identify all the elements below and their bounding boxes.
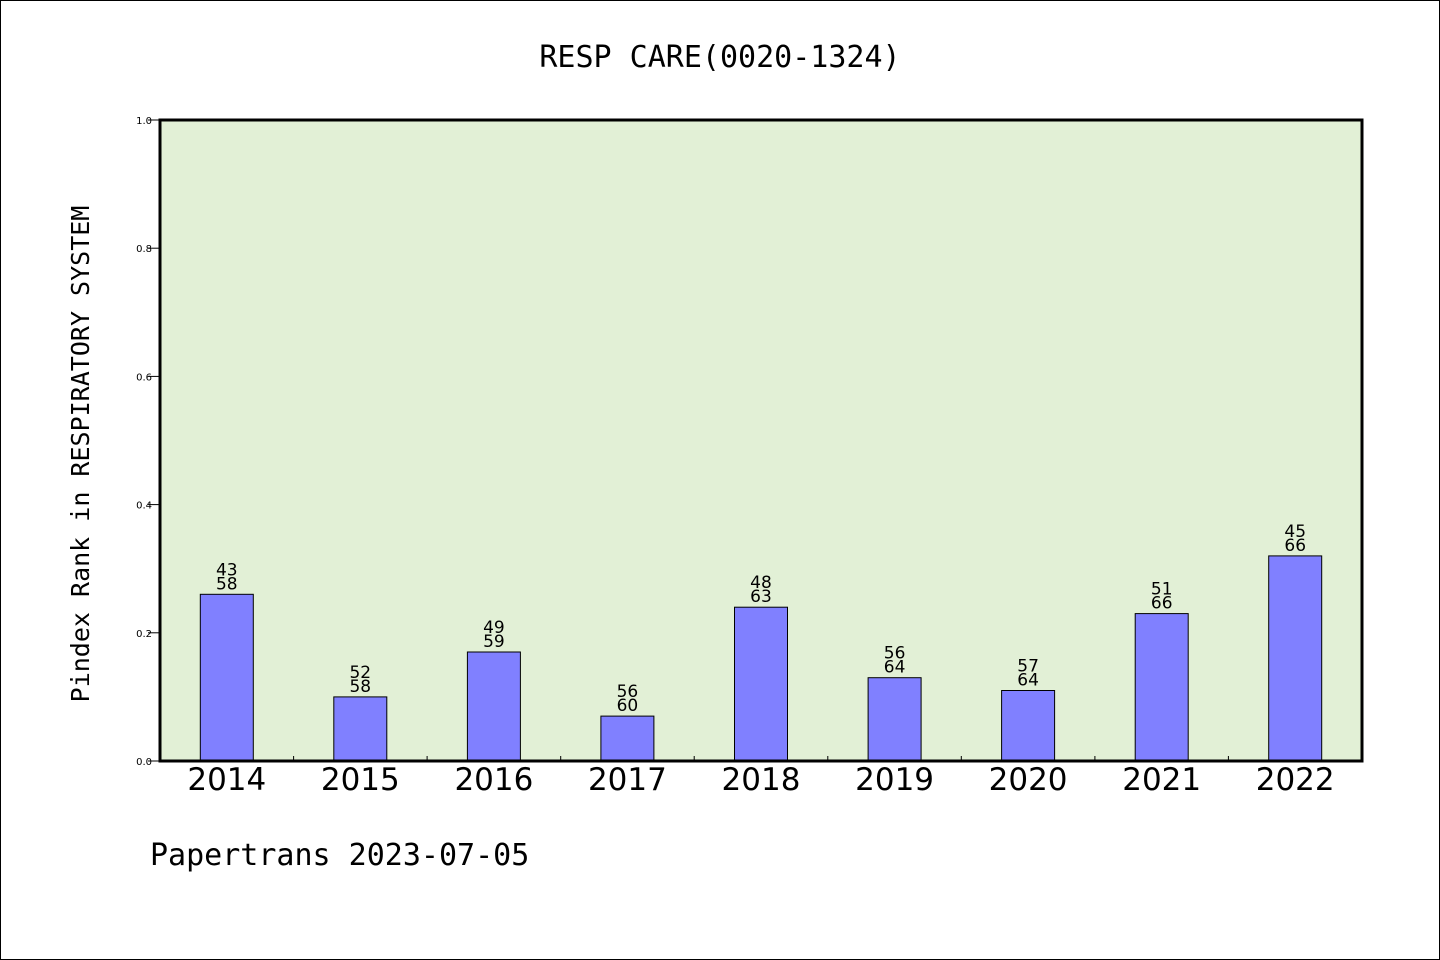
bar-label-top-2021: 51 xyxy=(1151,580,1173,600)
bar-2018 xyxy=(734,606,788,762)
bar-2014 xyxy=(199,593,254,762)
y-tick-label-3: 0.6 xyxy=(136,372,152,383)
x-tick-label-2015: 2015 xyxy=(321,762,400,798)
x-tick-label-2016: 2016 xyxy=(454,762,533,798)
bar-label-bottom-2015: 58 xyxy=(349,677,371,697)
bar-label-bottom-2020: 64 xyxy=(1017,671,1039,691)
y-tick-label-4: 0.8 xyxy=(136,244,152,255)
bar-2021 xyxy=(1134,613,1189,762)
x-tick-label-2021: 2021 xyxy=(1122,762,1201,798)
bar-label-bottom-2021: 66 xyxy=(1151,594,1173,614)
bar-2019 xyxy=(867,677,922,762)
bar-label-bottom-2019: 64 xyxy=(884,658,906,678)
footer-credit: Papertrans 2023-07-05 xyxy=(150,838,529,873)
y-tick-label-0: 0.0 xyxy=(136,757,152,768)
bar-label-top-2017: 56 xyxy=(617,682,639,702)
plot-border xyxy=(158,118,1364,763)
x-tick-label-2022: 2022 xyxy=(1256,762,1335,798)
x-tick-label-2014: 2014 xyxy=(187,762,266,798)
bar-label-bottom-2014: 58 xyxy=(216,574,238,594)
bar-2020 xyxy=(1001,690,1056,762)
y-tick-label-2: 0.4 xyxy=(136,501,152,512)
bar-label-top-2016: 49 xyxy=(483,618,505,638)
x-tick-label-2017: 2017 xyxy=(588,762,667,798)
bar-label-bottom-2022: 66 xyxy=(1284,536,1306,556)
bars-group xyxy=(199,555,1323,762)
y-tick-label-5: 1.0 xyxy=(136,116,152,127)
bar-2017 xyxy=(600,715,655,762)
x-axis-ticks: 2014 2015 2016 2017 2018 2019 2020 2021 2022 xyxy=(187,756,1335,798)
bar-label-bottom-2017: 60 xyxy=(617,696,639,716)
x-tick-label-2018: 2018 xyxy=(722,762,801,798)
bar-label-top-2015: 52 xyxy=(349,663,371,683)
x-tick-label-2019: 2019 xyxy=(855,762,934,798)
bar-label-top-2014: 43 xyxy=(216,560,238,580)
y-tick-label-1: 0.2 xyxy=(136,629,152,640)
bar-2016 xyxy=(466,651,521,762)
bar-label-top-2020: 57 xyxy=(1017,657,1039,677)
x-tick-label-2020: 2020 xyxy=(989,762,1068,798)
chart-title: RESP CARE(0020-1324) xyxy=(539,40,900,75)
y-axis-ticks: 0.0 0.2 0.4 0.6 0.8 1.0 xyxy=(136,116,160,768)
bar-label-top-2022: 45 xyxy=(1284,522,1306,542)
bar-2022 xyxy=(1268,555,1323,762)
bar-label-top-2018: 48 xyxy=(750,573,772,593)
y-axis-label: Pindex Rank in RESPIRATORY SYSTEM xyxy=(66,206,95,703)
bar-label-top-2019: 56 xyxy=(884,644,906,664)
bar-label-bottom-2016: 59 xyxy=(483,632,505,652)
bar-2015 xyxy=(333,696,388,762)
bar-label-bottom-2018: 63 xyxy=(750,587,772,607)
